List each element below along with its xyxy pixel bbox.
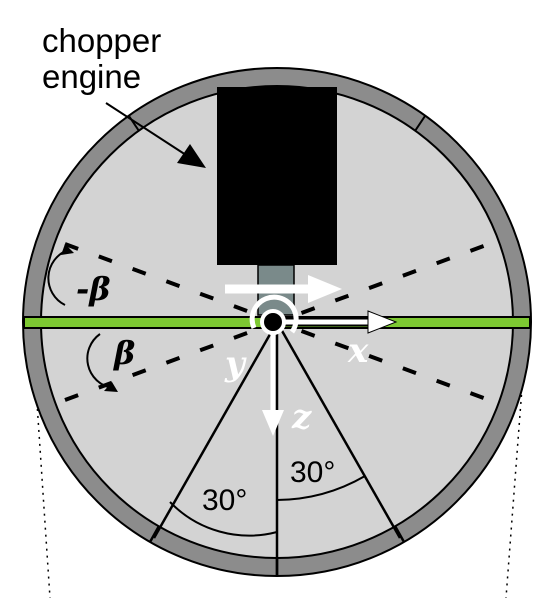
- beta-neg-arc: [47, 249, 69, 306]
- top-arrow-head: [308, 275, 342, 303]
- axis-z-label: z: [291, 397, 312, 437]
- ring-cut-upper-right: [414, 115, 426, 132]
- slit-line-right: [275, 321, 402, 539]
- beta-neg-arc-arrowhead: [61, 244, 74, 255]
- axis-y-label: y: [224, 344, 247, 384]
- angle-arc-left: [169, 501, 278, 537]
- beta-pos-arc-arrowhead: [104, 382, 118, 392]
- beta-pos-label: β: [113, 334, 135, 372]
- beta-pos-arc: [86, 333, 113, 389]
- title-line-1: chopper: [42, 22, 161, 59]
- z-axis-arrow-head: [262, 410, 284, 436]
- beta-neg-label: -β: [76, 270, 111, 308]
- pointer-arrow-head: [177, 144, 206, 168]
- angle-label-right: 30°: [290, 456, 335, 489]
- title-line-2: engine: [42, 58, 141, 95]
- projection-line-right: [505, 387, 523, 598]
- x-axis-arrow-head: [367, 310, 398, 334]
- slit-line-left: [152, 321, 279, 539]
- axis-x-label: x: [347, 331, 369, 371]
- y-axis-symbol-arc: [249, 294, 299, 334]
- pointer-arrow-shaft: [105, 102, 187, 156]
- ring-cut-right: [393, 525, 406, 543]
- chopper-engine: [217, 87, 337, 265]
- angle-arc-right: [276, 475, 366, 501]
- angle-label-left: 30°: [202, 484, 247, 517]
- ring-cut-left: [148, 525, 161, 543]
- y-axis-symbol: [260, 309, 286, 335]
- projection-line-left: [35, 387, 51, 598]
